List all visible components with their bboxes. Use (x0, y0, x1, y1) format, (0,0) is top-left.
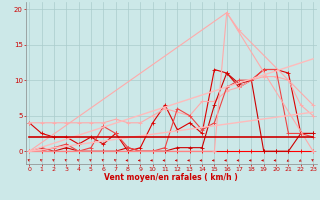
X-axis label: Vent moyen/en rafales ( km/h ): Vent moyen/en rafales ( km/h ) (104, 173, 238, 182)
